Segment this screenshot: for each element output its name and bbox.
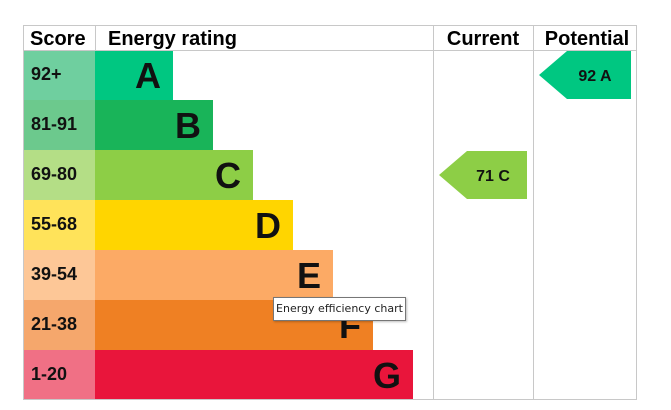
potential-rating-label: 92 A: [578, 68, 612, 85]
score-cell-d: [23, 200, 95, 250]
band-letter-g: G: [373, 355, 401, 396]
score-label-f: 21-38: [31, 314, 77, 334]
score-cell-b: [23, 100, 95, 150]
band-bar-g: [95, 350, 413, 400]
score-label-e: 39-54: [31, 264, 77, 284]
current-header: Current: [447, 28, 520, 50]
band-letter-b: B: [175, 105, 201, 146]
score-cell-e: [23, 250, 95, 300]
chart-tooltip: Energy efficiency chart: [273, 297, 406, 321]
score-label-b: 81-91: [31, 114, 77, 134]
score-cell-f: [23, 300, 95, 350]
score-label-g: 1-20: [31, 364, 67, 384]
band-bar-d: [95, 200, 293, 250]
score-cell-c: [23, 150, 95, 200]
score-cell-a: [23, 50, 95, 100]
band-bar-b: [95, 100, 213, 150]
table-gridlines: [23, 25, 637, 400]
current-rating-arrow: [439, 151, 527, 199]
score-label-d: 55-68: [31, 214, 77, 234]
energy-rating-header: Energy rating: [108, 28, 237, 50]
score-header: Score: [30, 28, 86, 50]
potential-rating-arrow: [539, 51, 631, 99]
outer-border: [23, 25, 637, 400]
band-letter-c: C: [215, 155, 241, 196]
rating-bands: 92+ A81-91 B69-80 C55-68 D39-54 E21-38 F1-20 G: [23, 50, 413, 400]
band-letter-a: A: [135, 55, 161, 96]
band-bar-e: [95, 250, 333, 300]
band-letter-d: D: [255, 205, 281, 246]
score-cell-g: [23, 350, 95, 400]
potential-header: Potential: [545, 28, 629, 50]
band-bar-c: [95, 150, 253, 200]
band-letter-e: E: [297, 255, 321, 296]
current-rating-label: 71 C: [476, 168, 510, 185]
score-label-a: 92+: [31, 64, 62, 84]
band-bar-a: [95, 50, 173, 100]
score-label-c: 69-80: [31, 164, 77, 184]
rating-indicators: 71 C 92 A: [439, 51, 631, 199]
